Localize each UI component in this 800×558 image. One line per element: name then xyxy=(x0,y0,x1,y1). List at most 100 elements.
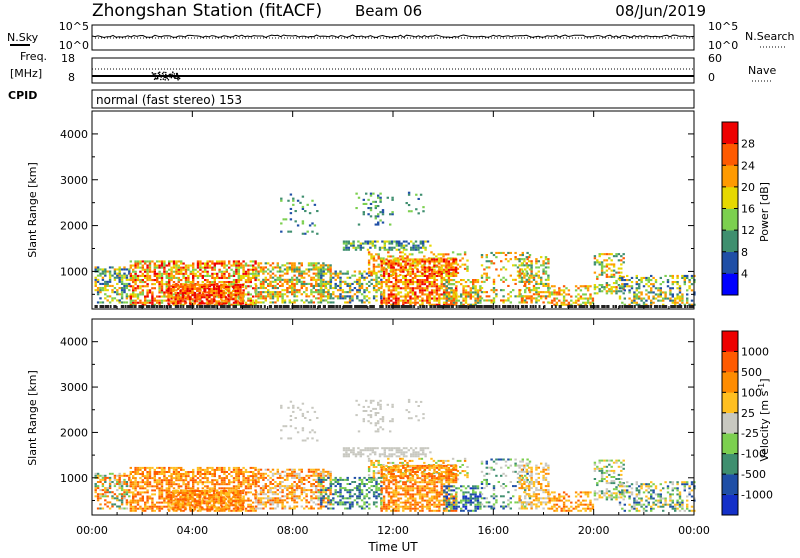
power-cell xyxy=(660,296,662,298)
power-cell xyxy=(406,202,408,204)
power-cell xyxy=(381,265,383,267)
power-cell xyxy=(329,287,331,289)
power-cell xyxy=(215,284,217,286)
power-cell xyxy=(441,283,443,285)
power-cell xyxy=(247,279,249,281)
velocity-cell xyxy=(177,504,179,506)
velocity-cell xyxy=(168,485,170,487)
velocity-cell xyxy=(116,499,118,501)
velocity-cell xyxy=(161,502,163,504)
power-cell xyxy=(191,294,193,296)
power-cell xyxy=(254,287,256,289)
power-cell xyxy=(529,291,531,293)
power-cell xyxy=(322,285,324,287)
power-cell xyxy=(659,305,661,308)
power-cell xyxy=(455,287,457,289)
power-cell xyxy=(388,273,390,275)
power-cell xyxy=(345,249,347,251)
power-cell xyxy=(310,305,312,308)
velocity-cell xyxy=(199,504,201,506)
velocity-cell xyxy=(255,495,257,497)
power-cell xyxy=(317,289,319,291)
power-cell xyxy=(603,266,605,268)
power-cell xyxy=(185,277,187,279)
velocity-cell xyxy=(132,508,134,510)
power-cell xyxy=(412,258,414,260)
power-cell xyxy=(514,256,516,258)
power-cell xyxy=(257,291,259,293)
power-cell xyxy=(178,260,180,262)
power-cell xyxy=(303,291,305,293)
power-cell xyxy=(128,283,130,285)
power-cell xyxy=(110,305,112,308)
power-cell xyxy=(255,295,257,297)
velocity-cell xyxy=(237,490,239,492)
power-cell xyxy=(378,289,380,291)
nave-point xyxy=(159,74,161,76)
power-cell xyxy=(313,295,315,297)
velocity-cell xyxy=(194,475,196,477)
velocity-cell xyxy=(168,471,170,473)
velocity-cell xyxy=(235,475,237,477)
power-cell xyxy=(116,291,118,293)
power-cell xyxy=(142,260,144,262)
power-cell xyxy=(429,263,431,265)
power-cell xyxy=(174,286,176,288)
power-cell xyxy=(455,302,457,304)
power-cell xyxy=(433,285,435,287)
power-cell xyxy=(438,298,440,300)
power-cell xyxy=(672,281,674,283)
power-cell xyxy=(196,296,198,298)
power-cell xyxy=(250,260,252,262)
power-cell xyxy=(130,300,132,302)
power-cell xyxy=(359,285,361,287)
power-cell xyxy=(575,300,577,302)
power-cell xyxy=(206,267,208,269)
velocity-cell xyxy=(254,485,256,487)
velocity-cell xyxy=(174,492,176,494)
power-cell xyxy=(388,277,390,279)
power-cell xyxy=(172,302,174,304)
power-cell xyxy=(119,273,121,275)
power-cell xyxy=(295,220,297,222)
velocity-cell xyxy=(156,467,158,469)
power-cell xyxy=(535,297,537,299)
power-cell xyxy=(611,270,613,272)
velocity-cell xyxy=(235,502,237,504)
power-cell xyxy=(424,269,426,271)
power-cell xyxy=(107,295,109,297)
power-cell xyxy=(277,264,279,266)
power-cell xyxy=(227,300,229,302)
power-cell xyxy=(202,267,204,269)
power-cell xyxy=(223,273,225,275)
power-cell xyxy=(293,266,295,268)
power-cell xyxy=(206,296,208,298)
power-cell xyxy=(472,287,474,289)
velocity-cell xyxy=(149,467,151,469)
power-cell xyxy=(220,288,222,290)
power-cell xyxy=(603,286,605,288)
power-cell xyxy=(652,296,654,298)
power-cell xyxy=(220,286,222,288)
power-cell xyxy=(245,275,247,277)
power-cell xyxy=(429,277,431,279)
power-cell xyxy=(225,286,227,288)
power-cell xyxy=(450,269,452,271)
power-cell xyxy=(137,263,139,265)
velocity-cell xyxy=(191,490,193,492)
power-cell xyxy=(660,287,662,289)
velocity-cell xyxy=(225,490,227,492)
power-cell xyxy=(586,305,588,308)
power-cell xyxy=(445,263,447,265)
power-cell xyxy=(398,245,400,247)
power-cell xyxy=(615,292,617,294)
power-cell xyxy=(230,283,232,285)
velocity-cell xyxy=(134,487,136,489)
power-cell xyxy=(242,273,244,275)
power-cell xyxy=(431,291,433,293)
power-cell xyxy=(137,298,139,300)
power-cell xyxy=(633,293,635,295)
power-cell xyxy=(650,289,652,291)
power-cell xyxy=(619,285,621,287)
